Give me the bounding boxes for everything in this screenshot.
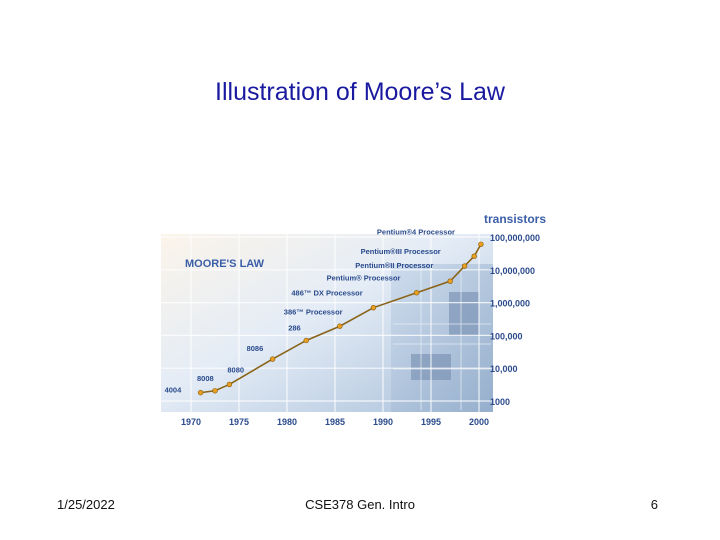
data-point [303, 337, 309, 344]
y-tick-label: 1,000,000 [490, 299, 530, 309]
y-tick-label: 1000 [490, 397, 510, 407]
data-point [471, 253, 477, 259]
annotation-label: 4004 [165, 386, 183, 395]
data-point [461, 263, 468, 269]
annotation-label: Pentium®III Processor [361, 247, 441, 256]
y-tick-label: 10,000 [490, 364, 518, 374]
x-tick-label: 1970 [181, 417, 201, 427]
annotation-label: Pentium® Processor [327, 274, 401, 283]
y-tick-label: 100,000 [490, 331, 523, 341]
moores-law-figure: MOORE'S LAW transistors 1970 1975 1980 1985… [161, 204, 560, 430]
x-tick-label: 1975 [229, 417, 249, 427]
slide-title: Illustration of Moore’s Law [215, 78, 505, 106]
data-point [478, 241, 484, 247]
annotation-label: 386™ Processor [284, 307, 343, 316]
annotation-label: Pentium®4 Processor [377, 227, 455, 236]
footer-page-number: 6 [650, 497, 658, 512]
data-point [226, 381, 233, 388]
annotation-label: 286 [288, 323, 301, 332]
x-tick-label: 1985 [325, 417, 345, 427]
data-point [337, 323, 343, 329]
x-tick-label: 2000 [469, 417, 489, 427]
x-tick-label: 1990 [373, 417, 393, 427]
footer-course: CSE378 Gen. Intro [305, 497, 415, 512]
chart-grid [161, 234, 493, 412]
annotation-label: 8008 [197, 374, 214, 383]
data-point [269, 356, 276, 362]
y-tick-label: 100,000,000 [490, 233, 540, 243]
chart-title: MOORE'S LAW [185, 258, 265, 270]
data-point [413, 290, 420, 296]
annotation-label: 8080 [227, 365, 244, 374]
circuit-board-image [391, 264, 493, 412]
data-point [212, 388, 218, 394]
y-tick-label: 10,000,000 [490, 266, 535, 276]
footer-date: 1/25/2022 [57, 497, 115, 512]
annotation-label: Pentium®II Processor [355, 261, 433, 270]
y-axis-title: transistors [484, 212, 546, 226]
data-point [370, 304, 377, 311]
data-point [197, 389, 204, 396]
x-tick-label: 1980 [277, 417, 297, 427]
data-point [447, 278, 453, 284]
annotation-label: 8086 [247, 344, 264, 353]
moores-law-chart: MOORE'S LAW transistors 1970 1975 1980 1985… [161, 212, 546, 427]
annotation-label: 486™ DX Processor [291, 289, 362, 298]
x-tick-label: 1995 [421, 417, 441, 427]
